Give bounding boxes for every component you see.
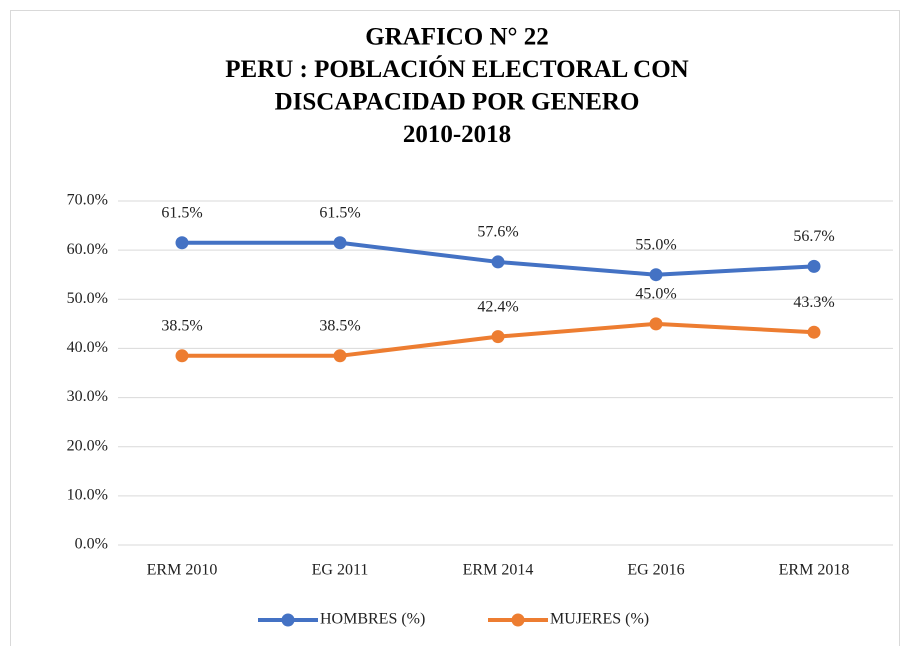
data-point xyxy=(807,325,821,339)
data-label: 42.4% xyxy=(477,298,518,315)
data-label: 56.7% xyxy=(793,228,834,245)
y-tick-label: 20.0% xyxy=(67,437,108,454)
data-point xyxy=(649,317,663,331)
legend-marker xyxy=(511,613,525,627)
y-tick-label: 0.0% xyxy=(75,536,108,553)
chart-title: GRAFICO N° 22 xyxy=(365,24,549,51)
data-label: 38.5% xyxy=(161,317,202,334)
data-point xyxy=(333,349,347,363)
x-tick-label: ERM 2010 xyxy=(147,562,218,579)
y-tick-label: 70.0% xyxy=(67,192,108,209)
data-point xyxy=(175,349,189,363)
x-tick-label: EG 2016 xyxy=(627,562,684,579)
chart-title: PERU : POBLACIÓN ELECTORAL CON xyxy=(225,55,689,83)
data-point xyxy=(649,268,663,282)
y-tick-label: 30.0% xyxy=(67,388,108,405)
data-label: 38.5% xyxy=(319,317,360,334)
data-point xyxy=(175,236,189,250)
data-label: 55.0% xyxy=(635,236,676,253)
y-tick-label: 50.0% xyxy=(67,290,108,307)
y-tick-label: 10.0% xyxy=(67,487,108,504)
y-tick-label: 40.0% xyxy=(67,339,108,356)
data-label: 61.5% xyxy=(319,204,360,221)
x-tick-label: ERM 2018 xyxy=(779,562,850,579)
legend-label: MUJERES (%) xyxy=(550,611,649,628)
y-tick-label: 60.0% xyxy=(67,241,108,258)
data-point xyxy=(807,259,821,273)
data-point xyxy=(333,236,347,250)
chart-title: 2010-2018 xyxy=(403,121,511,148)
data-label: 43.3% xyxy=(793,294,834,311)
legend-label: HOMBRES (%) xyxy=(320,611,425,628)
x-tick-label: ERM 2014 xyxy=(463,562,534,579)
data-label: 57.6% xyxy=(477,224,518,241)
data-label: 61.5% xyxy=(161,204,202,221)
legend-marker xyxy=(281,613,295,627)
data-point xyxy=(491,330,505,344)
x-tick-label: EG 2011 xyxy=(312,562,369,579)
chart-title: DISCAPACIDAD POR GENERO xyxy=(275,89,640,116)
data-point xyxy=(491,255,505,269)
data-label: 45.0% xyxy=(635,286,676,303)
